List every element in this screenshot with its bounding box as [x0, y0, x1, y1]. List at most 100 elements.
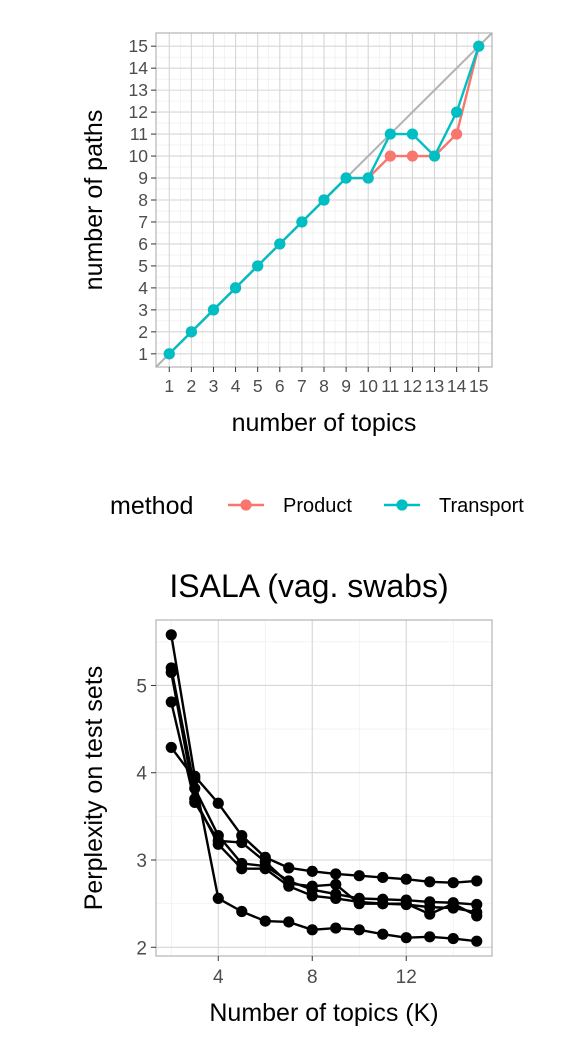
chart2-title: ISALA (vag. swabs)	[169, 568, 448, 604]
perplexity-point	[400, 898, 412, 910]
perplexity-point	[165, 629, 177, 641]
y-tick-label: 4	[138, 278, 148, 298]
data-point-transport	[406, 128, 419, 140]
perplexity-point	[165, 741, 177, 754]
x-tick-label: 15	[469, 376, 488, 396]
perplexity-point	[424, 876, 436, 888]
perplexity-series-4	[165, 696, 483, 922]
perplexity-point	[400, 932, 412, 944]
chart2-series	[165, 629, 483, 947]
data-point-product	[451, 128, 463, 140]
x-tick-label: 14	[447, 376, 467, 396]
perplexity-point	[447, 932, 459, 945]
y-tick-label: 15	[129, 36, 148, 56]
perplexity-point	[236, 836, 248, 849]
x-tick-label: 9	[341, 376, 351, 396]
perplexity-point	[424, 931, 436, 943]
perplexity-point	[377, 871, 389, 884]
perplexity-point	[400, 873, 412, 885]
x-tick-label: 4	[213, 967, 224, 988]
y-tick-label: 3	[136, 851, 147, 872]
perplexity-point	[189, 773, 201, 785]
y-tick-label: 2	[138, 322, 148, 342]
x-tick-label: 2	[187, 376, 197, 396]
y-tick-label: 5	[138, 256, 148, 276]
data-point-transport	[207, 304, 220, 316]
chart1-series	[163, 40, 485, 360]
x-tick-label: 12	[396, 967, 417, 988]
perplexity-point	[447, 877, 459, 889]
x-tick-label: 11	[381, 376, 399, 396]
y-tick-label: 7	[138, 212, 148, 232]
legend-key-point	[240, 499, 252, 511]
perplexity-point	[471, 910, 483, 922]
perplexity-point	[471, 875, 483, 887]
x-tick-label: 10	[358, 376, 378, 396]
perplexity-point	[165, 666, 177, 678]
y-tick-label: 2	[136, 938, 147, 959]
perplexity-point	[306, 880, 318, 892]
y-tick-label: 3	[138, 300, 148, 320]
perplexity-point	[306, 924, 318, 936]
data-point-transport	[451, 106, 463, 118]
data-point-transport	[163, 348, 175, 360]
perplexity-point	[330, 922, 342, 934]
perplexity-point	[165, 696, 177, 708]
perplexity-point	[212, 835, 224, 847]
legend-item-transport: Transport	[384, 495, 524, 517]
perplexity-point	[283, 916, 295, 928]
data-point-transport	[340, 172, 352, 184]
perplexity-point	[259, 856, 271, 868]
perplexity-point	[377, 898, 389, 910]
legend-items: Product Transport	[228, 495, 524, 517]
chart2-x-axis-title: Number of topics (K)	[209, 999, 438, 1027]
x-tick-label: 5	[253, 376, 263, 396]
x-tick-label: 12	[403, 376, 422, 396]
legend-title: method	[110, 492, 193, 520]
x-tick-label: 13	[425, 376, 444, 396]
y-tick-label: 4	[136, 764, 147, 785]
perplexity-point	[447, 898, 459, 910]
data-point-transport	[274, 238, 286, 250]
x-tick-label: 3	[209, 376, 219, 396]
data-point-transport	[318, 194, 330, 206]
y-tick-label: 14	[129, 58, 149, 78]
perplexity-point	[283, 877, 295, 890]
x-tick-label: 4	[231, 376, 241, 396]
chart2-panel-border	[155, 619, 493, 957]
x-tick-label: 1	[164, 376, 174, 396]
series-transport	[163, 40, 485, 360]
x-tick-label: 8	[307, 967, 318, 988]
y-tick-label: 1	[138, 344, 148, 364]
chart2-y-axis-title: Perplexity on test sets	[80, 666, 108, 911]
perplexity-point	[471, 898, 483, 911]
perplexity-point	[353, 898, 365, 910]
perplexity-point	[353, 870, 365, 882]
perplexity-point	[471, 935, 483, 947]
chart-perplexity: ISALA (vag. swabs) 4 8 12 2 3 4 5 Number of to…	[80, 568, 493, 1027]
legend-label: Product	[283, 495, 352, 517]
chart2-axes: 4 8 12 2 3 4 5	[136, 676, 416, 988]
perplexity-point	[330, 868, 342, 880]
y-tick-label: 8	[138, 190, 148, 210]
y-tick-label: 13	[129, 80, 148, 100]
perplexity-point	[236, 905, 248, 918]
perplexity-point	[330, 878, 342, 891]
y-tick-label: 12	[129, 102, 148, 122]
perplexity-point	[212, 892, 224, 905]
perplexity-point	[306, 865, 318, 877]
perplexity-point	[306, 890, 318, 902]
data-point-product	[384, 150, 396, 162]
data-point-transport	[185, 326, 197, 338]
data-point-transport	[473, 40, 485, 52]
perplexity-point	[424, 908, 436, 920]
data-point-transport	[252, 260, 264, 272]
perplexity-point	[189, 796, 201, 809]
perplexity-point	[353, 924, 365, 936]
y-tick-label: 11	[130, 124, 148, 144]
perplexity-point	[377, 928, 389, 940]
perplexity-line	[170, 667, 477, 906]
data-point-product	[406, 150, 419, 162]
chart1-axes: 1 2 3 4 5 6 7 8 9 10 11 12 13 14 151234567891011121314…	[129, 36, 489, 396]
